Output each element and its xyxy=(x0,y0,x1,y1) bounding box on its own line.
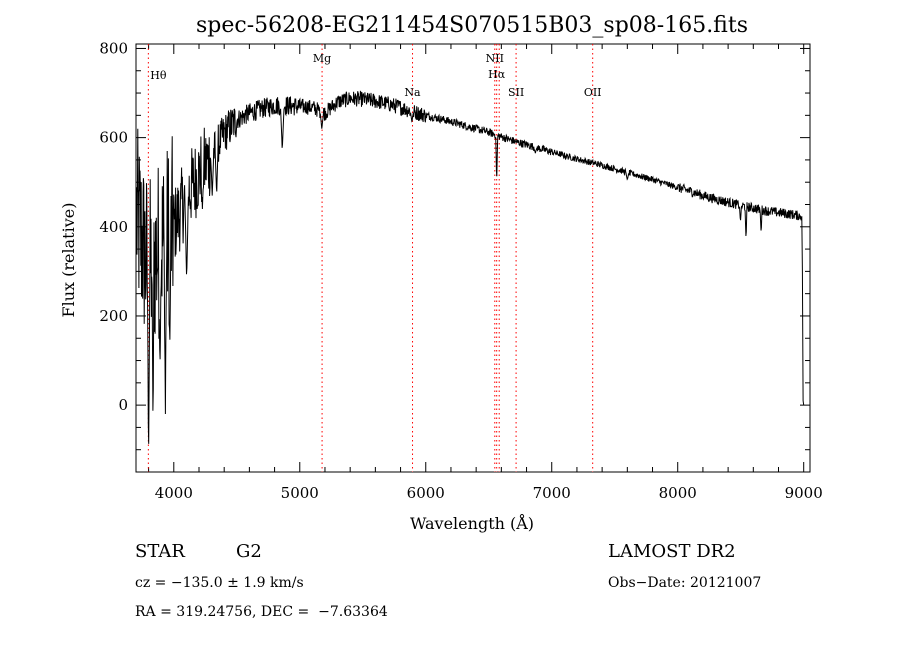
reference-line-label: Hα xyxy=(488,68,506,81)
y-tick-label: 0 xyxy=(118,396,128,414)
y-tick-label: 400 xyxy=(99,218,128,236)
x-axis-label: Wavelength (Å) xyxy=(410,513,534,533)
y-tick-label: 200 xyxy=(99,307,128,325)
object-class: STAR xyxy=(135,541,185,562)
chart-title: spec-56208-EG211454S070515B03_sp08-165.f… xyxy=(196,13,748,38)
reference-line-label: OII xyxy=(584,86,602,99)
x-tick-label: 7000 xyxy=(533,484,571,502)
reference-line-label: Hθ xyxy=(150,69,167,82)
spectrum-line xyxy=(136,90,805,444)
x-tick-label: 4000 xyxy=(155,484,193,502)
coordinates-readout: RA = 319.24756, DEC = −7.63364 xyxy=(135,604,388,620)
y-tick-label: 800 xyxy=(99,39,128,57)
y-axis-label: Flux (relative) xyxy=(59,203,78,318)
object-subclass: G2 xyxy=(236,541,262,562)
x-tick-label: 6000 xyxy=(407,484,445,502)
x-tick-label: 5000 xyxy=(281,484,319,502)
y-tick-label: 600 xyxy=(99,129,128,147)
reference-line-label: Na xyxy=(404,86,421,99)
reference-line-label: Mg xyxy=(313,52,331,65)
reference-line-label: NII xyxy=(486,52,504,65)
reference-line-label: SII xyxy=(508,86,524,99)
x-tick-label: 9000 xyxy=(785,484,823,502)
obs-date: Obs−Date: 20121007 xyxy=(608,575,762,591)
x-tick-label: 8000 xyxy=(659,484,697,502)
plot-frame xyxy=(135,43,811,473)
plot-area: 4000 5000 6000 7000 8000 9000 0 200 400 600 800 Hθ M… xyxy=(99,39,822,502)
survey-name: LAMOST DR2 xyxy=(608,541,736,562)
redshift-readout: cz = −135.0 ± 1.9 km/s xyxy=(135,575,304,591)
